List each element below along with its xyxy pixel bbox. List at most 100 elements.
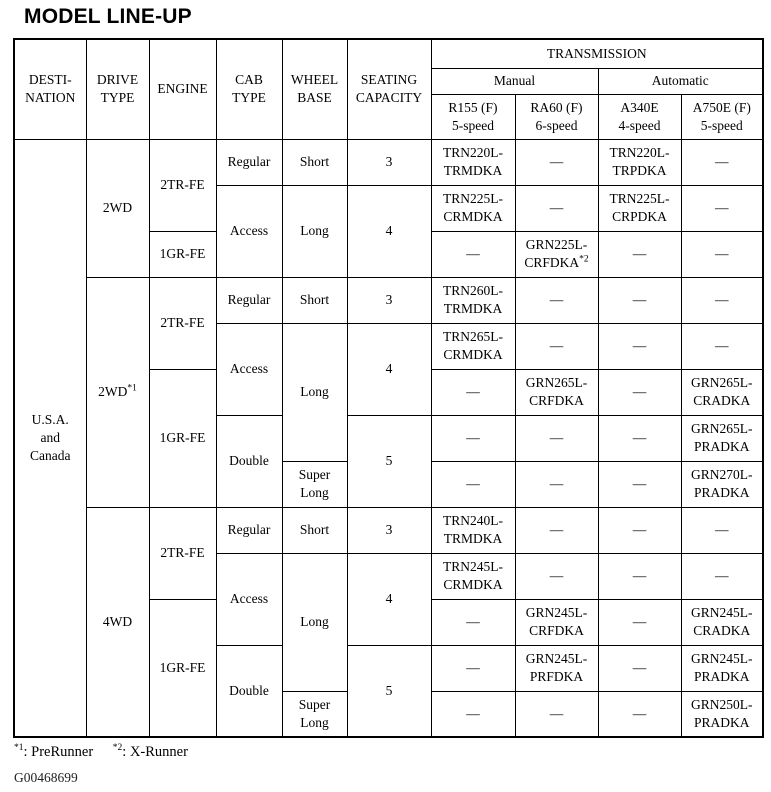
col-header-seating-capacity: SEATING CAPACITY — [346, 38, 432, 140]
trans-model-header-r155: R155 (F) 5-speed — [430, 93, 516, 140]
page-title: MODEL LINE-UP — [24, 5, 192, 28]
col-header-drive-type: DRIVE TYPE — [85, 38, 150, 140]
cell-no-model: — — [514, 414, 599, 462]
cell-engine: 1GR-FE — [148, 598, 217, 738]
cell-no-model: — — [430, 368, 516, 416]
cell-model-code: GRN225L-CRFDKA*2 — [514, 230, 599, 278]
cell-cab-type: Double — [215, 414, 283, 508]
cell-cab-type: Regular — [215, 276, 283, 324]
cell-seating-capacity: 4 — [346, 552, 432, 646]
cell-engine: 2TR-FE — [148, 506, 217, 600]
footnote-prerunner: *1: PreRunner — [14, 743, 93, 760]
cell-wheel-base: Super Long — [281, 690, 348, 738]
header-row-3: R155 (F) 5-speed RA60 (F) 6-speed A340E … — [14, 93, 764, 140]
cell-seating-capacity: 5 — [346, 414, 432, 508]
cell-drive-type: 2WD*1 — [85, 276, 150, 508]
cell-model-code: GRN265L-PRADKA — [680, 414, 764, 462]
footnote-marker: *2 — [579, 254, 589, 265]
footnote-marker: *1 — [14, 743, 24, 754]
cell-model-code: GRN245L-PRFDKA — [514, 644, 599, 692]
cell-wheel-base: Short — [281, 138, 348, 186]
table-row: 1GR-FE — GRN245L-CRFDKA — GRN245L-CRADKA — [14, 598, 764, 738]
cell-model-code: TRN245L-CRMDKA — [430, 552, 516, 600]
model-code-text: GRN225L-CRFDKA — [524, 237, 588, 270]
cell-seating-capacity: 4 — [346, 322, 432, 416]
cell-no-model: — — [430, 414, 516, 462]
cell-engine: 2TR-FE — [148, 276, 217, 370]
cell-no-model: — — [430, 230, 516, 278]
table-row: Double 5 — GRN245L-PRFDKA — GRN245L-PRAD… — [14, 644, 764, 738]
cell-no-model: — — [430, 598, 516, 646]
footnote-xrunner: *2: X-Runner — [112, 743, 188, 760]
table-row: Access Long 4 TRN265L-CRMDKA — — — — [14, 322, 764, 462]
cell-model-code: TRN260L-TRMDKA — [430, 276, 516, 324]
cell-no-model: — — [597, 460, 682, 508]
cell-wheel-base: Long — [281, 184, 348, 278]
cell-no-model: — — [680, 138, 764, 186]
col-header-automatic: Automatic — [597, 67, 764, 95]
cell-seating-capacity: 3 — [346, 138, 432, 186]
cell-engine: 1GR-FE — [148, 368, 217, 508]
cell-no-model: — — [680, 230, 764, 278]
cell-wheel-base: Long — [281, 552, 348, 692]
cell-no-model: — — [680, 184, 764, 232]
cell-model-code: GRN245L-PRADKA — [680, 644, 764, 692]
cell-drive-type: 2WD — [85, 138, 150, 278]
table-row: Super Long — — — GRN250L-PRADKA — [14, 690, 764, 738]
footnote-marker: *1 — [127, 383, 137, 394]
cell-seating-capacity: 4 — [346, 184, 432, 278]
cell-model-code: GRN245L-CRADKA — [680, 598, 764, 646]
footnote-marker: *2 — [112, 743, 123, 754]
model-lineup-table: DESTI-NATION DRIVE TYPE ENGINE CAB TYPE … — [13, 38, 765, 738]
cell-wheel-base: Long — [281, 322, 348, 462]
cell-no-model: — — [430, 644, 516, 692]
cell-no-model: — — [430, 460, 516, 508]
trans-model-speed: 5-speed — [700, 117, 743, 133]
col-header-transmission: TRANSMISSION — [430, 38, 764, 69]
cell-seating-capacity: 5 — [346, 644, 432, 738]
cell-no-model: — — [514, 690, 599, 738]
table-row: 1GR-FE — GRN265L-CRFDKA — GRN265L-CRADKA — [14, 368, 764, 508]
cell-wheel-base: Short — [281, 506, 348, 554]
footnote-text: : X-Runner — [122, 744, 188, 760]
table-row: 4WD 2TR-FE Regular Short 3 TRN240L-TRMDK… — [14, 506, 764, 738]
cell-wheel-base: Short — [281, 276, 348, 324]
cell-no-model: — — [680, 322, 764, 370]
cell-cab-type: Regular — [215, 506, 283, 554]
drive-type-text: 2WD — [98, 384, 128, 400]
table-row: Access Long 4 TRN225L-CRMDKA — TRN225L-C… — [14, 184, 764, 278]
cell-engine: 1GR-FE — [148, 230, 217, 278]
col-header-destination: DESTI-NATION — [13, 38, 87, 140]
col-header-wheel-base: WHEEL BASE — [281, 38, 348, 140]
cell-model-code: GRN265L-CRADKA — [680, 368, 764, 416]
table-row: 2WD*1 2TR-FE Regular Short 3 TRN260L-TRM… — [14, 276, 764, 508]
cell-no-model: — — [514, 138, 599, 186]
col-header-cab-type: CAB TYPE — [215, 38, 283, 140]
trans-model-name: A340E — [620, 99, 659, 115]
cell-no-model: — — [597, 368, 682, 416]
table-row: 1GR-FE — GRN225L-CRFDKA*2 — — — [14, 230, 764, 278]
col-header-manual: Manual — [430, 67, 599, 95]
cell-no-model: — — [597, 644, 682, 692]
cell-no-model: — — [514, 506, 599, 554]
cell-no-model: — — [597, 598, 682, 646]
cell-model-code: GRN270L-PRADKA — [680, 460, 764, 508]
trans-model-speed: 4-speed — [618, 117, 661, 133]
cell-drive-type: 4WD — [85, 506, 150, 738]
cell-seating-capacity: 3 — [346, 506, 432, 554]
header-row-2: Manual Automatic — [14, 67, 764, 95]
cell-no-model: — — [514, 276, 599, 324]
cell-no-model: — — [680, 506, 764, 554]
cell-cab-type: Access — [215, 322, 283, 416]
cell-no-model: — — [597, 552, 682, 600]
cell-no-model: — — [597, 506, 682, 554]
cell-no-model: — — [514, 322, 599, 370]
cell-no-model: — — [597, 690, 682, 738]
trans-model-speed: 6-speed — [535, 117, 578, 133]
trans-model-name: R155 (F) — [448, 99, 498, 115]
cell-wheel-base: Super Long — [281, 460, 348, 508]
cell-no-model: — — [514, 460, 599, 508]
trans-model-name: RA60 (F) — [530, 99, 583, 115]
table-row: U.S.A. and Canada 2WD 2TR-FE Regular Sho… — [13, 138, 764, 738]
header-row-1: DESTI-NATION DRIVE TYPE ENGINE CAB TYPE … — [13, 38, 764, 140]
